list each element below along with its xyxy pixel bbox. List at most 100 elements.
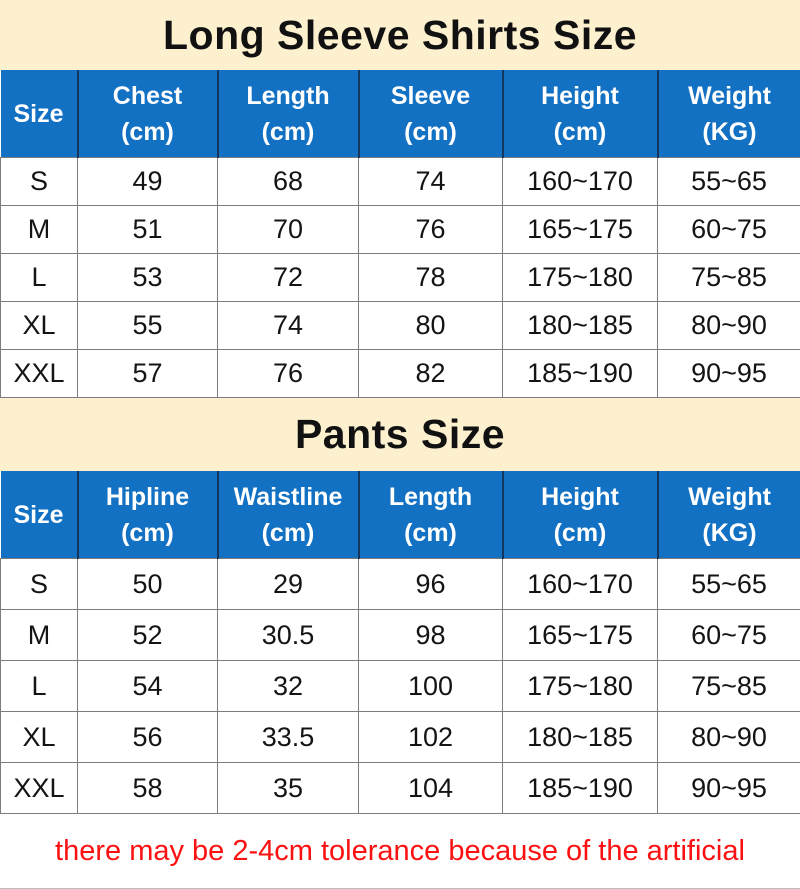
column-unit: (cm) — [404, 518, 457, 547]
data-cell: 35 — [217, 762, 359, 814]
column-header-size: Size — [0, 471, 78, 559]
column-label: Sleeve — [390, 81, 471, 110]
column-label: Weight — [688, 81, 771, 110]
column-unit: (cm) — [553, 518, 607, 547]
table-row: M 51 70 76 165~175 60~75 — [0, 205, 800, 254]
column-header-waistline: Waistline (cm) — [216, 471, 359, 559]
column-label: Height — [541, 482, 619, 511]
data-cell: 75~85 — [657, 660, 800, 712]
column-header-height: Height (cm) — [501, 70, 658, 158]
data-cell: 51 — [77, 205, 218, 254]
data-cell: 90~95 — [657, 762, 800, 814]
column-header-size: Size — [0, 70, 78, 158]
pants-header-row: Size Hipline (cm) Waistline (cm) Length (cm… — [0, 471, 800, 559]
data-cell: 30.5 — [217, 609, 359, 661]
column-header-length: Length (cm) — [357, 471, 503, 559]
data-cell: 185~190 — [502, 762, 658, 814]
data-cell: 180~185 — [502, 711, 658, 763]
shirts-header-row: Size Chest (cm) Length (cm) Sleeve (cm) Hei… — [0, 70, 800, 158]
column-header-sleeve: Sleeve (cm) — [357, 70, 503, 158]
table-row: XXL 57 76 82 185~190 90~95 — [0, 349, 800, 398]
data-cell: 54 — [77, 660, 218, 712]
column-header-height: Height (cm) — [501, 471, 658, 559]
shirts-table-title: Long Sleeve Shirts Size — [0, 0, 800, 70]
column-header-hipline: Hipline (cm) — [76, 471, 218, 559]
data-cell: 56 — [77, 711, 218, 763]
column-label: Hipline — [105, 482, 190, 511]
data-cell: 80~90 — [657, 711, 800, 763]
data-cell: 165~175 — [502, 609, 658, 661]
data-cell: 98 — [358, 609, 503, 661]
data-cell: 55~65 — [657, 558, 800, 610]
data-cell: 58 — [77, 762, 218, 814]
data-cell: 160~170 — [502, 157, 658, 206]
data-cell: 180~185 — [502, 301, 658, 350]
column-unit: (cm) — [261, 518, 315, 547]
column-label: Chest — [112, 81, 183, 110]
data-cell: 74 — [358, 157, 503, 206]
data-cell: 55~65 — [657, 157, 800, 206]
data-cell: 80 — [358, 301, 503, 350]
data-cell: 57 — [77, 349, 218, 398]
data-cell: 100 — [358, 660, 503, 712]
data-cell: 96 — [358, 558, 503, 610]
pants-size-table: Size Hipline (cm) Waistline (cm) Length (cm… — [0, 471, 800, 814]
data-cell: 165~175 — [502, 205, 658, 254]
data-cell: 80~90 — [657, 301, 800, 350]
column-unit: (cm) — [553, 117, 607, 146]
column-label: Waistline — [233, 482, 343, 511]
size-cell: XXL — [0, 762, 78, 814]
data-cell: 175~180 — [502, 253, 658, 302]
column-header-length: Length (cm) — [216, 70, 359, 158]
pants-table-title: Pants Size — [0, 398, 800, 471]
column-label: Size — [13, 500, 64, 529]
data-cell: 78 — [358, 253, 503, 302]
column-unit: (cm) — [121, 117, 174, 146]
column-label: Length — [388, 482, 473, 511]
data-cell: 75~85 — [657, 253, 800, 302]
data-cell: 50 — [77, 558, 218, 610]
table-row: S 50 29 96 160~170 55~65 — [0, 558, 800, 610]
data-cell: 53 — [77, 253, 218, 302]
table-row: XL 56 33.5 102 180~185 80~90 — [0, 711, 800, 763]
data-cell: 76 — [217, 349, 359, 398]
column-label: Size — [13, 99, 64, 128]
data-cell: 68 — [217, 157, 359, 206]
table-row: XL 55 74 80 180~185 80~90 — [0, 301, 800, 350]
data-cell: 32 — [217, 660, 359, 712]
size-cell: L — [0, 660, 78, 712]
column-header-weight: Weight (KG) — [656, 471, 800, 559]
data-cell: 72 — [217, 253, 359, 302]
size-cell: L — [0, 253, 78, 302]
table-row: M 52 30.5 98 165~175 60~75 — [0, 609, 800, 661]
data-cell: 60~75 — [657, 205, 800, 254]
column-label: Weight — [688, 482, 771, 511]
column-label: Length — [246, 81, 330, 110]
data-cell: 60~75 — [657, 609, 800, 661]
size-cell: XL — [0, 711, 78, 763]
column-unit: (cm) — [404, 117, 457, 146]
data-cell: 52 — [77, 609, 218, 661]
data-cell: 175~180 — [502, 660, 658, 712]
data-cell: 70 — [217, 205, 359, 254]
table-row: L 53 72 78 175~180 75~85 — [0, 253, 800, 302]
column-label: Height — [541, 81, 619, 110]
table-row: XXL 58 35 104 185~190 90~95 — [0, 762, 800, 814]
table-row: S 49 68 74 160~170 55~65 — [0, 157, 800, 206]
data-cell: 160~170 — [502, 558, 658, 610]
data-cell: 102 — [358, 711, 503, 763]
column-unit: (KG) — [702, 117, 757, 146]
size-cell: M — [0, 609, 78, 661]
size-cell: S — [0, 558, 78, 610]
column-unit: (cm) — [261, 117, 315, 146]
data-cell: 82 — [358, 349, 503, 398]
tolerance-note: there may be 2-4cm tolerance because of … — [0, 814, 800, 889]
data-cell: 55 — [77, 301, 218, 350]
data-cell: 104 — [358, 762, 503, 814]
size-cell: M — [0, 205, 78, 254]
column-unit: (cm) — [121, 518, 174, 547]
column-unit: (KG) — [702, 518, 757, 547]
data-cell: 49 — [77, 157, 218, 206]
size-cell: XL — [0, 301, 78, 350]
data-cell: 29 — [217, 558, 359, 610]
